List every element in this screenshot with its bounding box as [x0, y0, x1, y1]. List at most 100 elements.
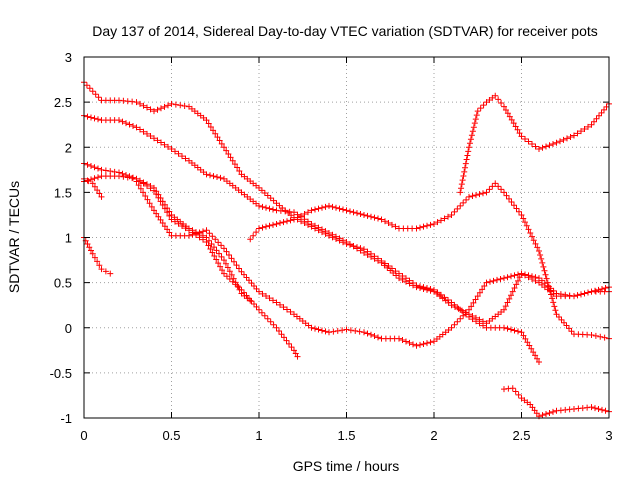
data-point-plus: [322, 203, 329, 210]
data-point-plus: [522, 135, 528, 142]
data-point-plus: [420, 340, 427, 347]
data-point-plus: [465, 148, 472, 155]
data-point-plus: [602, 407, 609, 414]
data-point-plus: [216, 137, 223, 144]
data-point-plus: [86, 244, 93, 251]
data-point-plus: [406, 280, 413, 287]
data-point-plus: [229, 157, 236, 164]
x-tick-label: 0.5: [162, 428, 180, 443]
data-point-plus: [207, 123, 214, 130]
data-point-plus: [208, 240, 215, 247]
data-point-plus: [371, 214, 378, 221]
data-point-plus: [209, 233, 216, 240]
data-point-plus: [375, 215, 381, 222]
data-point-plus: [438, 291, 444, 298]
data-point-plus: [266, 205, 273, 212]
data-point-plus: [102, 268, 109, 275]
data-point-plus: [525, 138, 532, 145]
x-tick-label: 3: [605, 428, 612, 443]
data-point-plus: [151, 207, 157, 214]
data-point-plus: [564, 135, 570, 142]
data-point-plus: [276, 327, 282, 334]
data-point-plus: [261, 312, 268, 319]
data-point-plus: [540, 263, 547, 270]
data-point-plus: [95, 165, 101, 172]
data-point-plus: [247, 297, 254, 304]
series-trace-8: [247, 180, 612, 342]
data-point-plus: [469, 313, 476, 320]
data-point-plus: [148, 203, 155, 210]
data-point-plus: [501, 275, 507, 282]
data-point-plus: [578, 128, 584, 135]
data-point-plus: [448, 324, 455, 331]
data-point-plus: [322, 228, 329, 235]
data-point-plus: [529, 233, 535, 240]
data-point-plus: [352, 327, 359, 334]
data-point-plus: [263, 204, 269, 211]
data-point-plus: [350, 209, 357, 216]
data-point-plus: [469, 192, 476, 199]
data-point-plus: [543, 275, 550, 282]
data-point-plus: [457, 315, 464, 322]
data-point-plus: [512, 123, 519, 130]
data-point-plus: [308, 207, 315, 214]
data-point-plus: [116, 117, 122, 124]
data-point-plus: [550, 141, 556, 148]
data-point-plus: [452, 303, 458, 310]
data-point-plus: [357, 247, 364, 254]
data-point-plus: [504, 325, 511, 332]
data-point-plus: [462, 160, 469, 167]
data-point-plus: [158, 139, 164, 146]
data-point-plus: [492, 92, 499, 99]
data-point-plus: [403, 338, 409, 345]
data-point-plus: [119, 170, 126, 177]
data-point-plus: [504, 110, 511, 117]
data-point-plus: [228, 271, 235, 278]
data-point-plus: [481, 283, 488, 290]
data-point-plus: [574, 130, 581, 137]
data-point-plus: [501, 103, 507, 110]
data-point-plus: [147, 133, 154, 140]
data-point-plus: [473, 314, 479, 321]
data-point-plus: [94, 187, 101, 194]
data-point-plus: [516, 208, 522, 215]
data-point-plus: [283, 337, 290, 344]
data-point-plus: [417, 224, 423, 231]
data-point-plus: [483, 189, 490, 196]
data-point-plus: [98, 166, 105, 173]
data-point-plus: [466, 144, 472, 151]
data-point-plus: [498, 100, 505, 107]
data-point-plus: [501, 306, 507, 313]
data-point-plus: [91, 175, 98, 182]
data-point-plus: [340, 206, 346, 213]
data-point-plus: [502, 106, 509, 113]
data-point-plus: [530, 349, 537, 356]
data-point-plus: [231, 258, 237, 265]
data-point-plus: [532, 143, 539, 150]
data-point-plus: [364, 330, 371, 337]
data-point-plus: [207, 246, 214, 253]
data-point-plus: [585, 289, 591, 296]
data-point-plus: [140, 179, 147, 186]
data-point-plus: [567, 133, 574, 140]
data-point-plus: [529, 141, 535, 148]
data-point-plus: [203, 227, 210, 234]
data-point-plus: [273, 324, 280, 331]
data-point-plus: [203, 234, 210, 241]
data-point-plus: [137, 100, 143, 107]
data-point-plus: [182, 155, 189, 162]
data-point-plus: [551, 303, 558, 310]
data-point-plus: [466, 306, 472, 313]
data-point-plus: [473, 112, 480, 119]
data-point-plus: [211, 244, 217, 251]
data-point-plus: [463, 156, 470, 163]
data-point-plus: [270, 221, 276, 228]
data-point-plus: [305, 218, 311, 225]
data-point-plus: [261, 189, 268, 196]
data-point-plus: [219, 267, 226, 274]
y-tick-label: -0.5: [50, 366, 72, 381]
y-tick-label: 3: [65, 50, 72, 65]
data-point-plus: [205, 242, 212, 249]
data-point-plus: [203, 117, 210, 124]
data-point-plus: [329, 203, 336, 210]
